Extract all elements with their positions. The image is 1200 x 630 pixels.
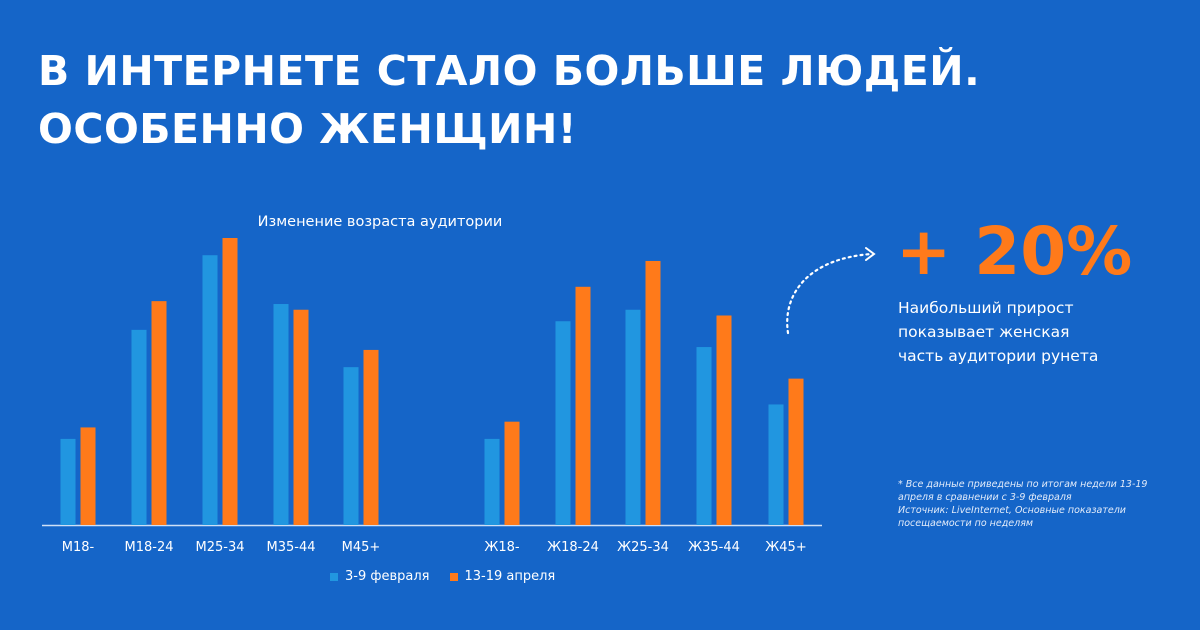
x-tick-label: М25-34 (196, 540, 245, 555)
headline: В ИНТЕРНЕТЕ СТАЛО БОЛЬШЕ ЛЮДЕЙ. ОСОБЕННО… (38, 42, 980, 158)
bar-apr-4 (363, 349, 379, 525)
bar-feb-1 (131, 329, 147, 525)
legend-label-apr: 13-19 апреля (464, 569, 556, 584)
chart-legend: 3-9 февраля 13-19 апреля (330, 569, 575, 584)
bar-apr-7 (645, 260, 661, 525)
stat-desc-line-2: показывает женская (898, 323, 1070, 341)
footnote-line-1: * Все данные приведены по итогам недели … (898, 479, 1148, 490)
x-tick-label: Ж18- (484, 540, 520, 555)
x-tick-label: Ж45+ (765, 540, 806, 555)
x-tick-label: М18- (62, 540, 95, 555)
footnote-line-2: апреля в сравнении с 3-9 февраля (898, 492, 1072, 503)
footnote: * Все данные приведены по итогам недели … (898, 478, 1168, 530)
bar-apr-9 (788, 378, 804, 525)
headline-line-1: В ИНТЕРНЕТЕ СТАЛО БОЛЬШЕ ЛЮДЕЙ. (38, 47, 981, 95)
bar-apr-8 (716, 315, 732, 525)
x-tick-label: Ж25-34 (617, 540, 669, 555)
bar-feb-0 (60, 438, 76, 525)
bar-chart: М18- М18-24 М25-34 М35-44 М45+ Ж18- Ж18-24 Ж25-… (42, 238, 822, 555)
x-tick-label: М18-24 (125, 540, 174, 555)
bar-feb-4 (343, 367, 359, 525)
bar-feb-9 (768, 404, 784, 525)
x-tick-label: М45+ (342, 540, 381, 555)
stat-desc-line-1: Наибольший прирост (898, 299, 1074, 317)
bar-feb-3 (273, 304, 289, 525)
bar-feb-7 (625, 309, 641, 525)
bar-apr-1 (151, 301, 167, 525)
bar-apr-5 (504, 421, 520, 525)
footnote-line-3: Источник: LiveInternet, Основные показат… (898, 505, 1126, 516)
bar-apr-2 (222, 238, 238, 525)
stat-desc-line-3: часть аудитории рунета (898, 347, 1099, 365)
legend-label-feb: 3-9 февраля (345, 569, 430, 584)
bar-apr-6 (575, 286, 591, 525)
bar-feb-8 (696, 347, 712, 525)
bar-apr-0 (80, 427, 96, 525)
legend-item-feb: 3-9 февраля (330, 569, 430, 584)
bar-feb-5 (484, 438, 500, 525)
legend-swatch-apr (449, 572, 458, 581)
dotted-curved-arrow-icon (786, 247, 876, 335)
bar-feb-2 (202, 255, 218, 525)
legend-swatch-feb (330, 572, 338, 581)
chart-title: Изменение возраста аудитории (257, 214, 503, 230)
bar-feb-6 (555, 321, 571, 525)
x-tick-label: Ж35-44 (688, 540, 740, 555)
x-tick-label: Ж18-24 (547, 540, 599, 555)
legend-item-apr: 13-19 апреля (449, 569, 556, 584)
x-tick-label: М35-44 (267, 540, 316, 555)
bar-apr-3 (293, 309, 309, 525)
growth-stat-value: + 20% (896, 213, 1133, 290)
headline-line-2: ОСОБЕННО ЖЕНЩИН! (38, 105, 577, 153)
footnote-line-4: посещаемости по неделям (898, 518, 1034, 529)
growth-stat-description: Наибольший прирост показывает женская ча… (898, 296, 1158, 368)
